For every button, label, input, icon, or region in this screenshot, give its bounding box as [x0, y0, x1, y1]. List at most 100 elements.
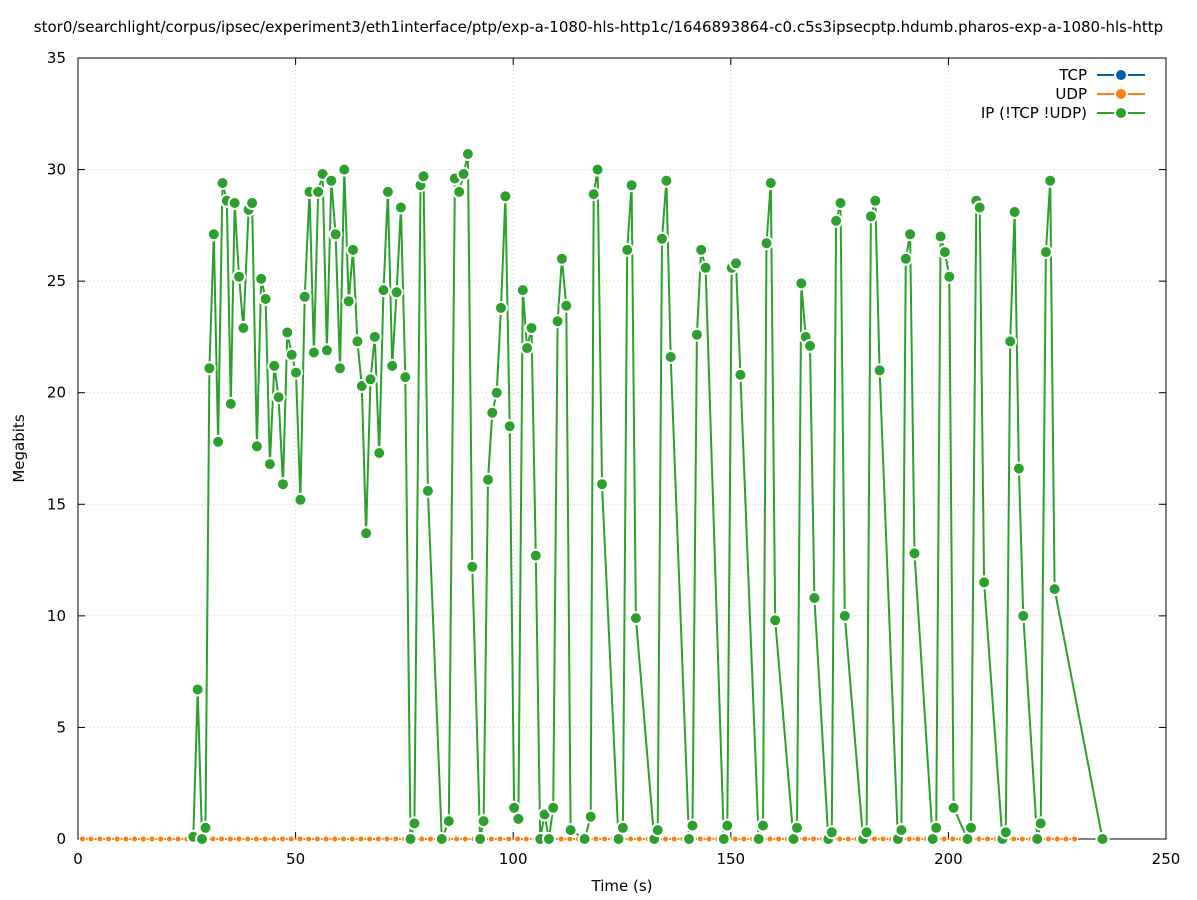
data-point — [267, 358, 282, 373]
data-point — [829, 213, 844, 228]
data-point — [235, 835, 243, 843]
data-point — [925, 832, 940, 846]
data-point — [456, 167, 471, 181]
data-point — [628, 611, 643, 626]
data-point — [942, 269, 957, 284]
data-point — [252, 835, 260, 843]
data-point — [367, 329, 382, 344]
data-point — [524, 321, 539, 335]
data-point — [346, 242, 360, 257]
data-point — [305, 835, 313, 843]
data-point — [284, 347, 299, 362]
data-point — [96, 835, 104, 843]
data-point — [751, 832, 766, 846]
data-point — [113, 835, 121, 843]
data-point — [964, 820, 978, 835]
data-point — [441, 814, 456, 829]
data-point — [485, 405, 500, 420]
data-point — [759, 236, 774, 251]
data-point — [190, 682, 205, 697]
data-point — [705, 835, 713, 843]
data-point — [670, 835, 678, 843]
data-point — [254, 271, 269, 286]
data-point — [1053, 835, 1061, 843]
data-point — [341, 294, 356, 309]
data-point — [245, 196, 260, 210]
legend-label: IP (!TCP !UDP) — [981, 104, 1087, 122]
data-point — [296, 835, 304, 843]
x-tick-label: 100 — [499, 850, 528, 868]
data-point — [620, 242, 635, 257]
data-point — [756, 818, 770, 833]
data-point — [801, 835, 809, 843]
data-point — [1030, 832, 1045, 846]
series-line — [192, 153, 1104, 843]
series-2 — [186, 147, 1110, 846]
legend-label: TCP — [1058, 66, 1087, 84]
data-point — [227, 196, 242, 210]
x-tick-label: 250 — [1152, 850, 1181, 868]
data-point — [592, 835, 600, 843]
data-point — [663, 350, 678, 364]
data-point — [271, 390, 286, 405]
data-point — [261, 835, 269, 843]
data-point — [766, 835, 774, 843]
grid — [78, 58, 1166, 839]
data-point — [380, 184, 395, 199]
data-point — [1038, 245, 1053, 260]
legend-label: UDP — [1055, 85, 1087, 103]
data-point — [946, 800, 961, 815]
data-point — [907, 546, 922, 561]
data-point — [105, 835, 112, 843]
data-point — [244, 835, 252, 843]
data-point — [807, 591, 822, 605]
data-point — [366, 835, 374, 843]
data-point — [1007, 205, 1022, 219]
data-point — [914, 835, 922, 843]
data-point — [546, 800, 561, 815]
data-point — [389, 285, 404, 300]
data-point — [87, 835, 95, 843]
data-point — [733, 367, 748, 382]
data-point — [489, 385, 504, 400]
data-point — [385, 358, 400, 373]
data-point — [1045, 835, 1052, 843]
data-point — [313, 835, 321, 843]
data-point — [420, 483, 435, 498]
data-point — [833, 196, 848, 210]
y-tick-label: 5 — [56, 718, 66, 736]
data-point — [768, 613, 783, 628]
data-point — [148, 835, 156, 843]
data-point — [803, 338, 817, 353]
data-point — [550, 314, 565, 329]
data-point — [870, 835, 878, 843]
data-point — [139, 835, 147, 843]
data-point — [223, 396, 238, 411]
data-point — [655, 231, 669, 246]
data-point — [487, 835, 495, 843]
data-point — [984, 835, 992, 843]
data-point — [427, 835, 434, 843]
data-point — [635, 835, 643, 843]
data-point — [232, 269, 246, 284]
data-point — [226, 835, 234, 843]
data-point — [972, 200, 987, 215]
data-point — [1003, 334, 1018, 349]
data-point — [689, 327, 704, 342]
data-point — [502, 419, 517, 434]
data-point — [340, 835, 347, 843]
data-point — [790, 820, 804, 835]
data-point — [940, 835, 948, 843]
data-point — [863, 209, 878, 224]
data-point — [293, 492, 308, 507]
chart-title: stor0/searchlight/corpus/ipsec/experimen… — [33, 18, 1164, 36]
data-point — [682, 832, 696, 846]
data-point — [586, 187, 601, 202]
data-point — [627, 835, 635, 843]
data-point — [392, 835, 400, 843]
data-point — [473, 832, 488, 846]
data-point — [376, 283, 391, 298]
data-point — [696, 835, 704, 843]
data-point — [403, 832, 418, 846]
data-point — [481, 472, 495, 487]
